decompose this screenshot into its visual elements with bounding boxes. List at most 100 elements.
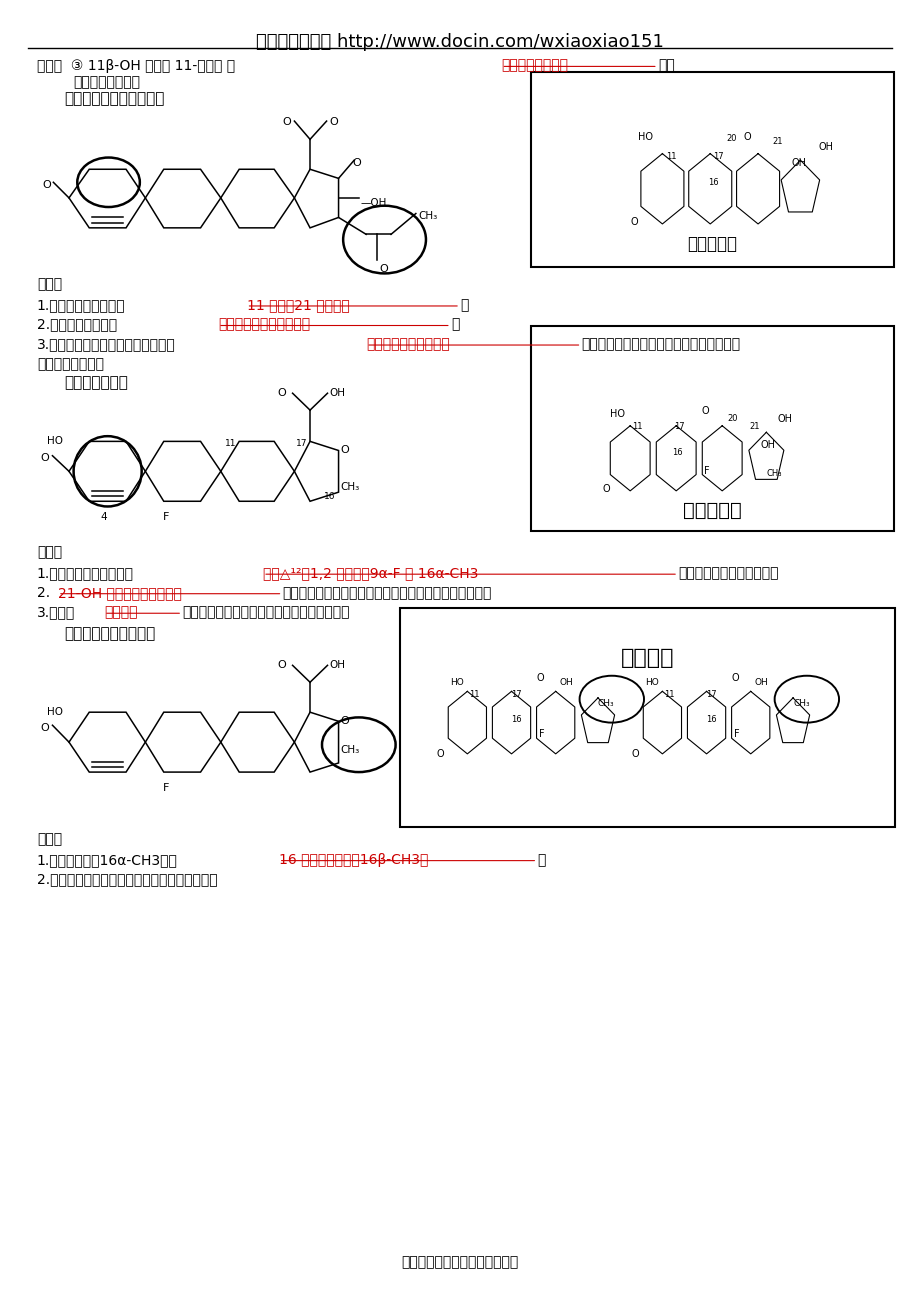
Text: 17: 17 [511, 690, 522, 699]
Text: CH₃: CH₃ [766, 469, 781, 478]
Text: O: O [436, 749, 443, 759]
Text: O: O [329, 117, 338, 128]
Text: 16 位差向异构体（16β-CH3）: 16 位差向异构体（16β-CH3） [278, 853, 427, 867]
Text: 16: 16 [705, 715, 716, 724]
Text: 这些产物都无活性: 这些产物都无活性 [501, 59, 568, 73]
Text: OH: OH [818, 142, 833, 152]
Text: 地塞米松: 地塞米松 [620, 648, 674, 668]
Text: HO: HO [47, 707, 62, 717]
Text: OH: OH [760, 440, 775, 450]
Text: 1.是地塞米松（16α-CH3）的: 1.是地塞米松（16α-CH3）的 [37, 853, 177, 867]
Text: 还需什么资料请直接给我留言。: 还需什么资料请直接给我留言。 [401, 1255, 518, 1269]
Text: 2.: 2. [37, 586, 50, 600]
Text: F: F [163, 512, 168, 522]
Text: ，如醋酸地塞米松，增加稳定性及适应不同制剂的需要。: ，如醋酸地塞米松，增加稳定性及适应不同制剂的需要。 [282, 586, 492, 600]
Text: CH₃: CH₃ [340, 745, 359, 755]
Text: 。）: 。） [657, 59, 674, 73]
Text: 3.毒性：: 3.毒性： [37, 605, 75, 620]
Text: OH: OH [754, 678, 767, 687]
Text: 而盐皮质激素活性较强: 而盐皮质激素活性较强 [366, 337, 449, 352]
Text: 11: 11 [664, 690, 674, 699]
Text: F: F [539, 729, 544, 740]
Text: HO: HO [609, 409, 624, 419]
Text: 11: 11 [665, 152, 675, 161]
Text: O: O [278, 388, 287, 398]
Text: O: O [731, 673, 738, 684]
Text: 2.作用同地塞米松，但抗炎作用较地塞米松强。: 2.作用同地塞米松，但抗炎作用较地塞米松强。 [37, 872, 217, 887]
Text: 及眼科局部用药。: 及眼科局部用药。 [37, 357, 104, 371]
Text: O: O [278, 660, 287, 671]
Text: F: F [163, 783, 168, 793]
Text: 引入△¹²（1,2 双键）、9α-F 和 16α-CH3: 引入△¹²（1,2 双键）、9α-F 和 16α-CH3 [263, 566, 478, 581]
Text: O: O [340, 445, 349, 456]
Text: 11 位酮，21 位醋酸酯: 11 位酮，21 位醋酸酯 [246, 298, 349, 312]
Text: （四）倍他米松（新）: （四）倍他米松（新） [64, 626, 155, 642]
Text: 21: 21 [749, 422, 759, 431]
Text: O: O [340, 716, 349, 727]
Text: 。: 。 [450, 318, 459, 332]
Text: CH₃: CH₃ [792, 699, 809, 708]
Text: CH₃: CH₃ [597, 699, 614, 708]
Text: O: O [379, 264, 388, 275]
Text: 16: 16 [672, 448, 683, 457]
Text: O: O [743, 132, 750, 142]
Text: 21: 21 [772, 137, 782, 146]
Text: ，主要用于肾上腺皮质功能减退的替代治疗: ，主要用于肾上腺皮质功能减退的替代治疗 [581, 337, 740, 352]
Text: O: O [42, 180, 51, 190]
Text: OH: OH [559, 678, 573, 687]
Text: 4: 4 [100, 512, 108, 522]
Text: O: O [630, 217, 637, 228]
Text: OH: OH [329, 660, 345, 671]
Text: F: F [733, 729, 739, 740]
Text: 2.代谢：迅速转化为: 2.代谢：迅速转化为 [37, 318, 117, 332]
Text: （二）醋酸可的松（新）: （二）醋酸可的松（新） [64, 91, 165, 107]
Text: （三）地塞米松: （三）地塞米松 [64, 375, 128, 391]
Text: ，得到的强效、长效药物。: ，得到的强效、长效药物。 [677, 566, 777, 581]
Text: 活性代谢产物氢化可的松: 活性代谢产物氢化可的松 [218, 318, 310, 332]
Text: 11: 11 [631, 422, 641, 431]
Text: OH: OH [777, 414, 791, 424]
Text: CH₃: CH₃ [418, 211, 437, 221]
Text: —OH: —OH [360, 198, 387, 208]
Text: 1.与氢化可的松区别：: 1.与氢化可的松区别： [37, 298, 125, 312]
Text: 17: 17 [674, 422, 685, 431]
Text: ，易发多种不良反应和并发症。可通过胎盘。: ，易发多种不良反应和并发症。可通过胎盘。 [182, 605, 349, 620]
Text: 11: 11 [225, 439, 237, 448]
Text: 考点：: 考点： [37, 832, 62, 846]
Text: CH₃: CH₃ [340, 482, 359, 492]
Text: F: F [703, 466, 709, 477]
Text: O: O [40, 723, 50, 733]
Text: 氢化可的松: 氢化可的松 [682, 500, 741, 519]
Text: 次要代谢产物略。: 次要代谢产物略。 [74, 76, 141, 90]
Text: O: O [701, 406, 709, 417]
Text: 羟基：  ③ 11β-OH 转变为 11-羰基氧 。: 羟基： ③ 11β-OH 转变为 11-羰基氧 。 [37, 59, 234, 73]
Text: 考点：: 考点： [37, 546, 62, 560]
Text: 20: 20 [726, 134, 736, 143]
Text: 3.使用特点：糖皮质激素活性较弱，: 3.使用特点：糖皮质激素活性较弱， [37, 337, 176, 352]
Text: 不宜久用: 不宜久用 [104, 605, 137, 620]
Text: HO: HO [638, 132, 652, 142]
Text: 17: 17 [706, 690, 717, 699]
Text: 11: 11 [469, 690, 479, 699]
Text: HO: HO [644, 678, 658, 687]
Text: 16: 16 [510, 715, 521, 724]
Text: 17: 17 [296, 439, 307, 448]
Text: 。: 。 [460, 298, 468, 312]
Text: 16: 16 [323, 492, 335, 501]
Text: 21-OH 可经酯化修饰成前药: 21-OH 可经酯化修饰成前药 [58, 586, 182, 600]
Text: O: O [282, 117, 291, 128]
Text: 1.是在氢化可的松结构中: 1.是在氢化可的松结构中 [37, 566, 133, 581]
Text: O: O [352, 158, 361, 168]
Text: 。: 。 [537, 853, 545, 867]
Text: O: O [630, 749, 638, 759]
Text: O: O [536, 673, 543, 684]
Text: OH: OH [790, 158, 805, 168]
Text: HO: HO [449, 678, 463, 687]
Text: OH: OH [329, 388, 345, 398]
Text: 更多资料请关注 http://www.docin.com/wxiaoxiao151: 更多资料请关注 http://www.docin.com/wxiaoxiao15… [255, 33, 664, 51]
Text: 16: 16 [708, 178, 719, 187]
Text: 20: 20 [727, 414, 737, 423]
Text: 氢化可的松: 氢化可的松 [686, 234, 736, 253]
Text: O: O [40, 453, 50, 464]
Text: HO: HO [47, 436, 62, 447]
